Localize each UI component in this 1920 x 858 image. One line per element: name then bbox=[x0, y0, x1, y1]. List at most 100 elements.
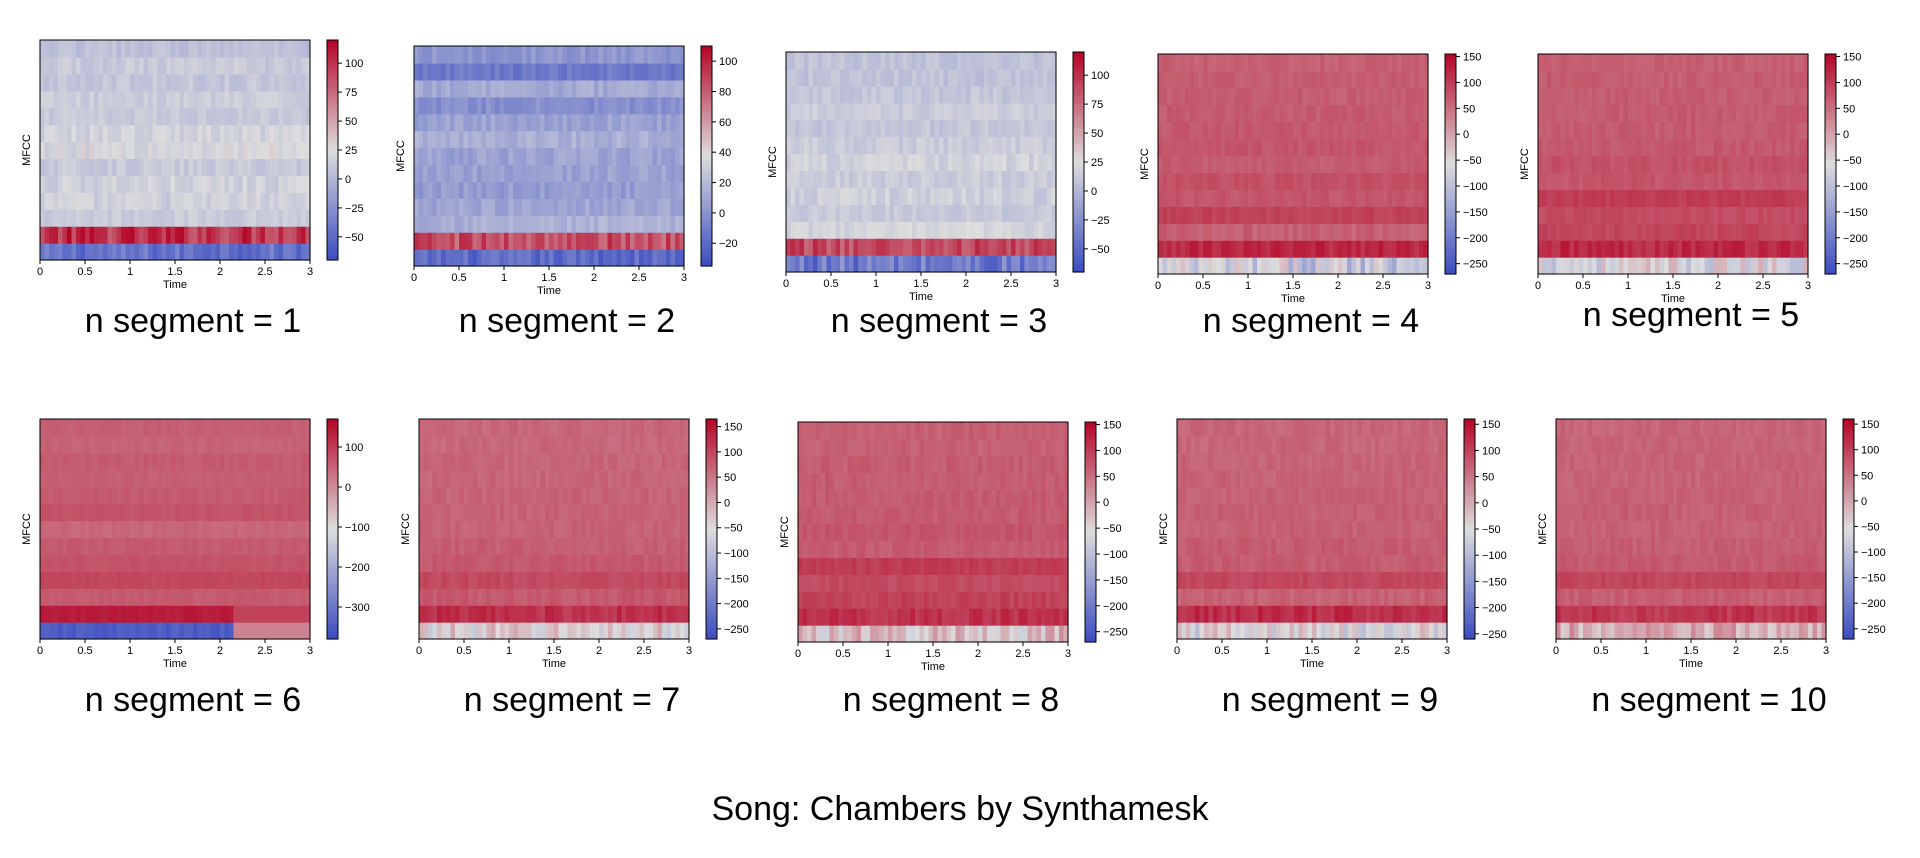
heatmap-cell bbox=[675, 232, 680, 250]
heatmap-cell bbox=[1383, 54, 1388, 72]
heatmap-cell bbox=[130, 108, 135, 126]
heatmap-cell bbox=[207, 571, 212, 589]
colorbar-segment bbox=[1445, 208, 1456, 212]
heatmap-cell bbox=[103, 537, 108, 555]
heatmap-cell bbox=[288, 521, 293, 539]
heatmap-cell bbox=[635, 63, 640, 81]
heatmap-cell bbox=[791, 221, 796, 239]
colorbar-segment bbox=[327, 212, 338, 216]
heatmap-cell bbox=[971, 86, 976, 104]
heatmap-cell bbox=[63, 453, 68, 471]
heatmap-cell bbox=[1002, 238, 1007, 256]
heatmap-cell bbox=[81, 209, 86, 227]
heatmap-cell bbox=[1334, 156, 1339, 174]
heatmap-cell bbox=[1020, 103, 1025, 121]
heatmap-cell bbox=[1736, 139, 1741, 157]
heatmap-cell bbox=[1298, 189, 1303, 207]
heatmap-cell bbox=[455, 114, 460, 132]
heatmap-cell bbox=[1379, 172, 1384, 190]
heatmap-cell bbox=[265, 554, 270, 572]
heatmap-cell bbox=[72, 125, 77, 143]
heatmap-cell bbox=[108, 588, 113, 606]
heatmap-cell bbox=[590, 249, 595, 267]
heatmap-cell bbox=[612, 181, 617, 199]
heatmap-cell bbox=[1311, 257, 1316, 275]
colorbar-segment bbox=[1073, 221, 1084, 225]
heatmap-cell bbox=[184, 537, 189, 555]
heatmap-cell bbox=[243, 209, 248, 227]
heatmap-cell bbox=[279, 243, 284, 261]
heatmap-cell bbox=[791, 103, 796, 121]
heatmap-cell bbox=[72, 74, 77, 92]
heatmap-cell bbox=[175, 470, 180, 488]
heatmap-cell bbox=[1673, 54, 1678, 72]
heatmap-cell bbox=[234, 108, 239, 126]
heatmap-cell bbox=[414, 198, 419, 216]
heatmap-cell bbox=[270, 571, 275, 589]
heatmap-cell bbox=[207, 487, 212, 505]
heatmap-cell bbox=[1016, 255, 1021, 273]
heatmap-cell bbox=[536, 80, 541, 98]
heatmap-cell bbox=[1172, 122, 1177, 140]
heatmap-cell bbox=[536, 249, 541, 267]
heatmap-cell bbox=[94, 605, 99, 623]
heatmap-cell bbox=[301, 521, 306, 539]
heatmap-cell bbox=[858, 69, 863, 87]
heatmap-cell bbox=[867, 221, 872, 239]
heatmap-cell bbox=[953, 170, 958, 188]
heatmap-cell bbox=[171, 470, 176, 488]
heatmap-cell bbox=[117, 175, 122, 193]
heatmap-cell bbox=[1352, 189, 1357, 207]
heatmap-cell bbox=[1552, 71, 1557, 89]
heatmap-cell bbox=[108, 470, 113, 488]
heatmap-cell bbox=[1383, 257, 1388, 275]
x-tick-label: 1.5 bbox=[1285, 280, 1300, 292]
heatmap-cell bbox=[90, 243, 95, 261]
heatmap-cell bbox=[1311, 105, 1316, 123]
heatmap-cell bbox=[198, 192, 203, 210]
heatmap-cell bbox=[292, 192, 297, 210]
heatmap-cell bbox=[1678, 156, 1683, 174]
heatmap-cell bbox=[599, 63, 604, 81]
heatmap-cell bbox=[630, 215, 635, 233]
heatmap-cell bbox=[831, 137, 836, 155]
colorbar-segment bbox=[701, 182, 712, 186]
heatmap-cell bbox=[1016, 221, 1021, 239]
heatmap-cell bbox=[1759, 71, 1764, 89]
heatmap-cell bbox=[540, 164, 545, 182]
heatmap-cell bbox=[1552, 189, 1557, 207]
x-tick-label: 0.5 bbox=[77, 266, 92, 278]
heatmap-cell bbox=[184, 504, 189, 522]
heatmap-cell bbox=[1543, 105, 1548, 123]
heatmap-cell bbox=[1262, 105, 1267, 123]
heatmap-cell bbox=[1786, 139, 1791, 157]
colorbar-segment bbox=[701, 90, 712, 94]
heatmap-cell bbox=[984, 103, 989, 121]
heatmap-cell bbox=[1696, 223, 1701, 241]
heatmap-cell bbox=[166, 605, 171, 623]
heatmap-cell bbox=[211, 125, 216, 143]
heatmap-cell bbox=[899, 187, 904, 205]
heatmap-cell bbox=[1673, 240, 1678, 258]
heatmap-cell bbox=[1781, 156, 1786, 174]
heatmap-cell bbox=[1158, 172, 1163, 190]
heatmap-cell bbox=[1610, 105, 1615, 123]
heatmap-cell bbox=[180, 57, 185, 75]
heatmap-cell bbox=[274, 605, 279, 623]
heatmap-cell bbox=[989, 69, 994, 87]
heatmap-cell bbox=[1374, 54, 1379, 72]
heatmap-cell bbox=[1709, 189, 1714, 207]
heatmap-cell bbox=[845, 204, 850, 222]
heatmap-cell bbox=[971, 69, 976, 87]
colorbar-segment bbox=[1825, 252, 1836, 256]
heatmap-cell bbox=[81, 243, 86, 261]
colorbar-segment bbox=[1825, 201, 1836, 205]
heatmap-cell bbox=[1696, 172, 1701, 190]
heatmap-cell bbox=[581, 148, 586, 166]
heatmap-cell bbox=[1248, 240, 1253, 258]
heatmap-cell bbox=[1034, 103, 1039, 121]
colorbar-segment bbox=[1445, 204, 1456, 208]
heatmap-cell bbox=[1257, 206, 1262, 224]
heatmap-cell bbox=[1547, 122, 1552, 140]
